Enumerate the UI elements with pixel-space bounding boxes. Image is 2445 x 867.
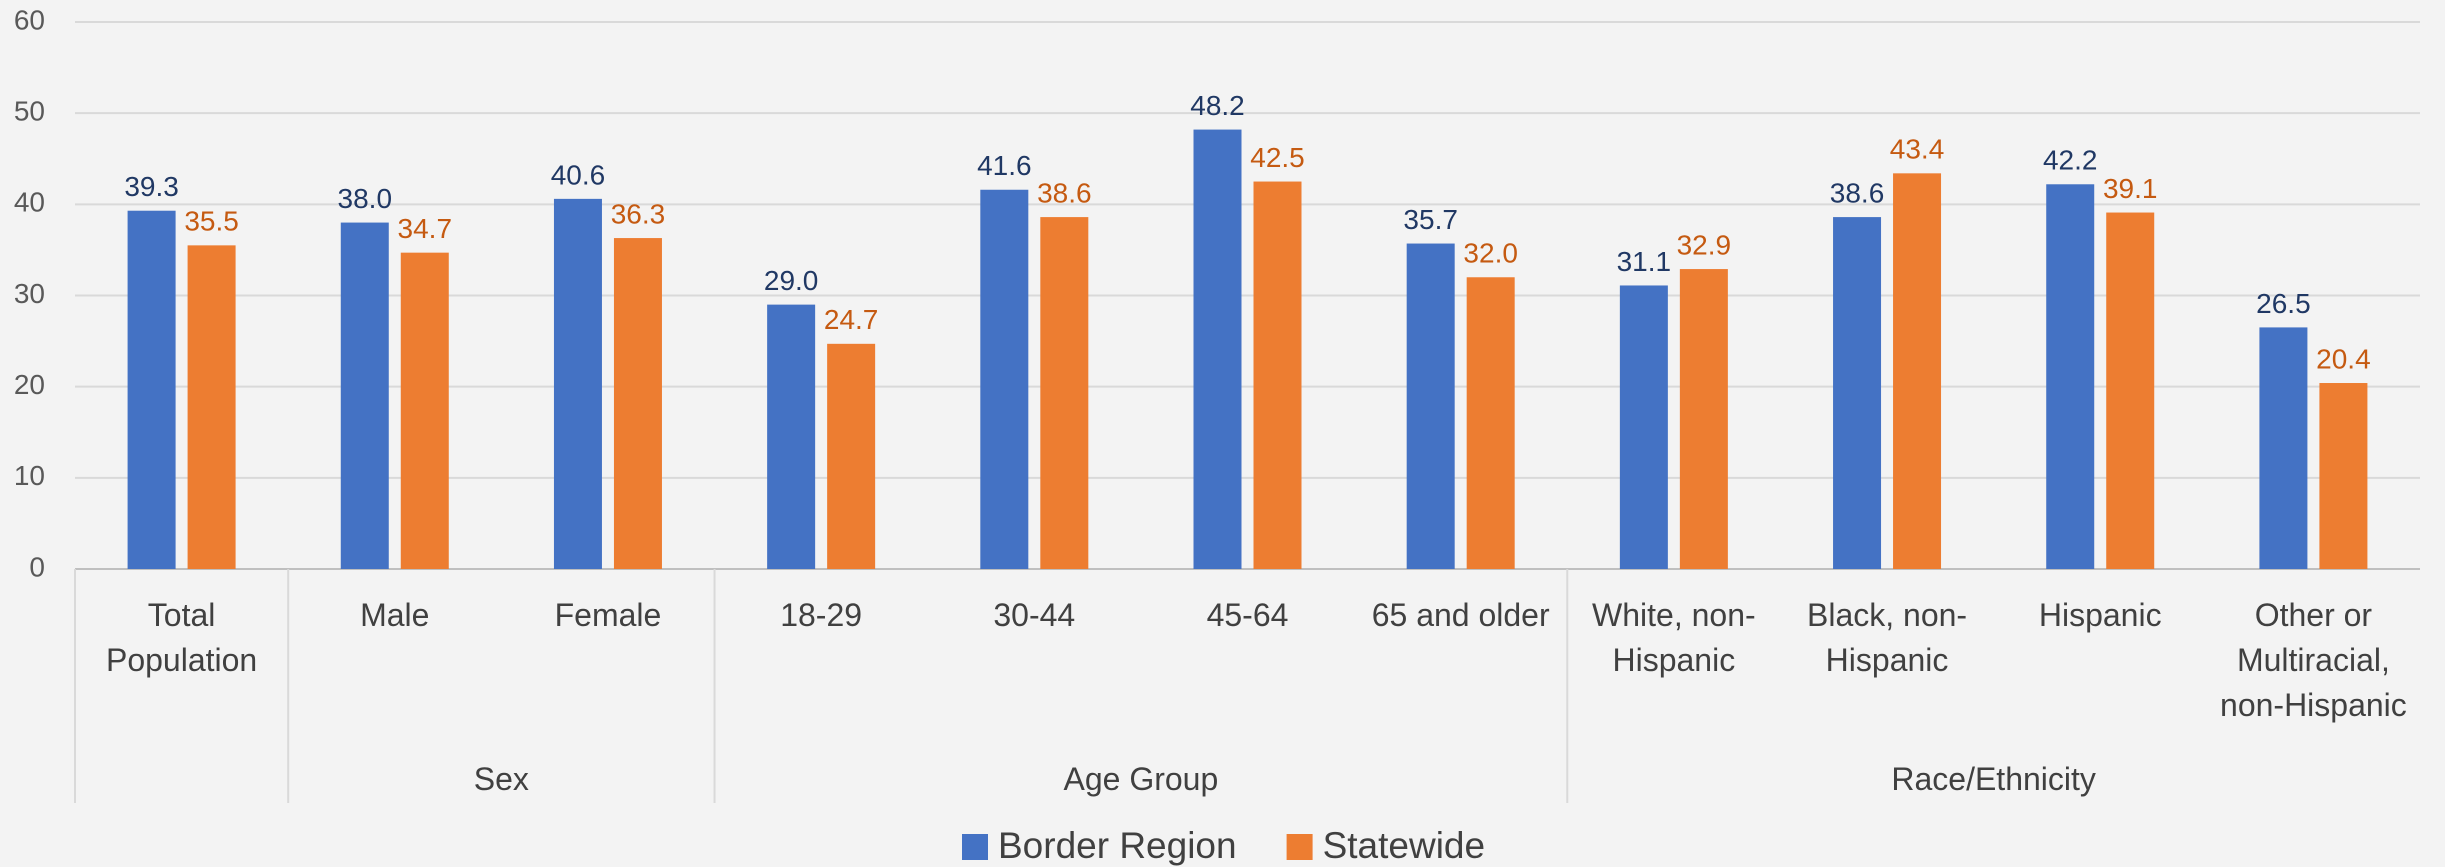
- bar: [1040, 217, 1089, 569]
- x-tick-label: Hispanic: [2038, 597, 2162, 633]
- data-label: 32.0: [1463, 238, 1518, 269]
- bar: [1253, 181, 1302, 569]
- bar: [340, 222, 389, 570]
- data-label: 35.5: [184, 206, 239, 237]
- group-label: Age Group: [1063, 761, 1219, 797]
- x-tick-label: White, non-Hispanic: [1592, 597, 1756, 678]
- legend-label: Statewide: [1323, 825, 1486, 866]
- y-tick-label: 20: [14, 369, 45, 400]
- bar: [553, 198, 602, 569]
- data-label: 38.6: [1830, 177, 1885, 208]
- bar: [1466, 277, 1515, 569]
- data-label: 32.9: [1677, 229, 1732, 260]
- bar: [1679, 269, 1728, 569]
- x-tick-label: 45-64: [1206, 597, 1289, 633]
- y-tick-label: 60: [14, 4, 45, 35]
- x-tick-label: Black, non-Hispanic: [1807, 597, 1968, 678]
- y-tick-label: 10: [14, 460, 45, 491]
- bar: [187, 245, 236, 569]
- data-label: 24.7: [824, 304, 879, 335]
- bar: [2046, 184, 2095, 569]
- x-tick-label: 18-29: [780, 597, 863, 633]
- y-tick-label: 30: [14, 278, 45, 309]
- x-tick-label: Other or Multiracial, non-Hispanic: [2220, 597, 2407, 723]
- x-tick-label: 30-44: [993, 597, 1076, 633]
- bar: [1619, 285, 1668, 569]
- bar: [1833, 217, 1882, 569]
- data-label: 36.3: [611, 198, 666, 229]
- bar: [2319, 383, 2368, 569]
- bar: [613, 238, 662, 569]
- data-label: 43.4: [1890, 134, 1945, 165]
- y-tick-label: 0: [29, 551, 45, 582]
- data-label: 42.5: [1250, 142, 1305, 173]
- bar: [2106, 212, 2155, 569]
- data-label: 41.6: [977, 150, 1032, 181]
- legend-swatch: [962, 834, 988, 860]
- y-tick-label: 50: [14, 96, 45, 127]
- bar: [980, 189, 1029, 569]
- bar: [1406, 243, 1455, 569]
- legend-swatch: [1286, 834, 1313, 860]
- bar: [2259, 327, 2308, 569]
- data-label: 39.1: [2103, 173, 2158, 204]
- legend-label: Border Region: [998, 825, 1237, 866]
- x-tick-label: Female: [554, 597, 662, 633]
- data-label: 34.7: [398, 213, 453, 244]
- bar: [767, 304, 816, 569]
- data-label: 38.6: [1037, 177, 1092, 208]
- x-tick-label: Total Population: [105, 597, 258, 678]
- data-label: 35.7: [1403, 204, 1458, 235]
- data-label: 39.3: [124, 171, 179, 202]
- y-tick-label: 40: [14, 187, 45, 218]
- group-label: Sex: [473, 761, 529, 797]
- data-label: 40.6: [551, 159, 606, 190]
- group-label: Race/Ethnicity: [1891, 761, 2096, 797]
- data-label: 31.1: [1617, 246, 1672, 277]
- data-label: 29.0: [764, 265, 819, 296]
- data-label: 26.5: [2256, 288, 2311, 319]
- x-tick-label: Male: [360, 597, 430, 633]
- data-label: 20.4: [2316, 343, 2371, 374]
- bar: [1193, 129, 1242, 569]
- bar: [127, 210, 176, 569]
- x-tick-label: 65 and older: [1371, 597, 1550, 633]
- data-label: 38.0: [338, 183, 393, 214]
- data-label: 48.2: [1190, 90, 1245, 121]
- bar: [1893, 173, 1942, 569]
- data-label: 42.2: [2043, 145, 2098, 176]
- bar: [827, 343, 876, 569]
- bar: [400, 252, 449, 569]
